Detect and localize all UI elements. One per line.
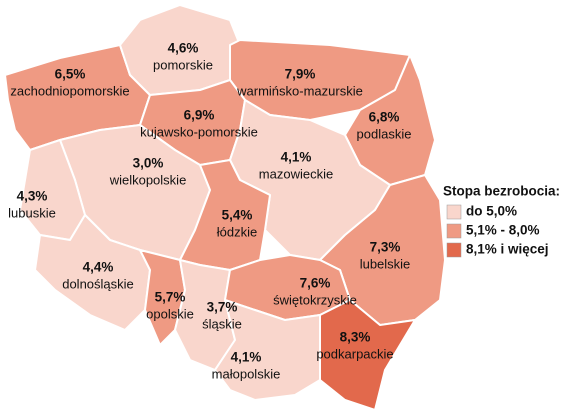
region-name: zachodniopomorskie [10,83,129,98]
value-label: 5,7% [155,290,186,305]
value-label: 6,5% [55,67,86,82]
region-name: dolnośląskie [62,276,134,291]
value-label: 3,7% [207,300,238,315]
region-name: lubelskie [360,256,411,271]
legend-label: 5,1% - 8,0% [466,223,540,238]
region-name: warmińsko-mazurskie [236,83,363,98]
region-name: mazowieckie [259,166,333,181]
value-label: 7,6% [300,276,331,291]
value-label: 6,8% [369,110,400,125]
value-label: 8,3% [340,330,371,345]
legend-title: Stopa bezrobocia: [443,184,560,199]
value-label: 4,1% [231,350,262,365]
region-name: lubuskie [8,205,56,220]
value-label: 4,4% [83,260,114,275]
region-name: świętokrzyskie [273,292,357,307]
region [319,299,416,411]
value-label: 4,3% [17,189,48,204]
value-label: 7,3% [370,240,401,255]
value-label: 4,1% [281,150,312,165]
value-label: 3,0% [133,156,164,171]
region-name: kujawsko-pomorskie [140,124,258,139]
region [214,299,321,401]
region-name: wielkopolskie [109,172,187,187]
value-label: 7,9% [285,67,316,82]
region-name: małopolskie [212,366,281,381]
legend-swatch [446,204,462,220]
region-name: pomorskie [153,57,213,72]
region-name: śląskie [202,316,242,331]
legend-label: do 5,0% [466,204,517,219]
legend-swatch [446,223,462,239]
legend-label: 8,1% i więcej [466,242,549,257]
legend-swatch [446,242,462,258]
value-label: 4,6% [168,41,199,56]
region-name: podkarpackie [316,346,393,361]
value-label: 5,4% [222,208,253,223]
region-name: opolskie [146,306,194,321]
region-name: podlaskie [357,126,412,141]
value-label: 6,9% [184,108,215,123]
region-name: łódzkie [217,224,257,239]
